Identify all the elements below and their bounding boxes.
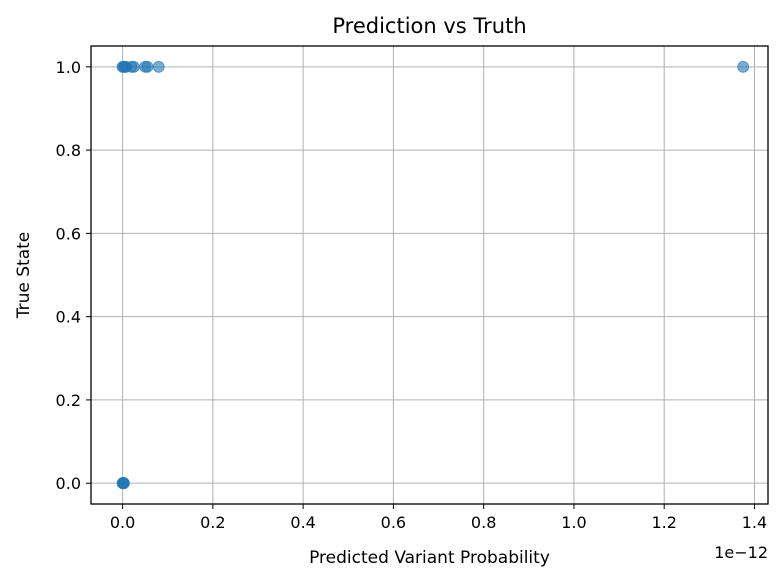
x-tick-label: 0.6 bbox=[381, 513, 406, 532]
plot-frame bbox=[90, 45, 769, 505]
y-tick-label: 0.8 bbox=[56, 141, 81, 160]
x-tick-label: 1.4 bbox=[742, 513, 767, 532]
chart-title: Prediction vs Truth bbox=[332, 14, 526, 38]
data-point bbox=[737, 60, 750, 73]
data-point bbox=[141, 60, 154, 73]
data-point bbox=[117, 477, 130, 490]
y-axis-label: True State bbox=[14, 232, 34, 320]
x-tick-label: 0.4 bbox=[290, 513, 315, 532]
y-tick-label: 0.0 bbox=[56, 474, 81, 493]
y-tick-label: 1.0 bbox=[56, 58, 81, 77]
x-tick-label: 1.2 bbox=[651, 513, 676, 532]
x-axis-label: Predicted Variant Probability bbox=[309, 548, 550, 568]
x-tick-label: 0.2 bbox=[200, 513, 225, 532]
x-tick-label: 1.0 bbox=[561, 513, 586, 532]
grid bbox=[91, 46, 768, 504]
data-point bbox=[127, 60, 140, 73]
y-axis-ticks: 0.0 0.2 0.4 0.6 0.8 1.0 bbox=[56, 58, 91, 493]
y-tick-label: 0.4 bbox=[56, 308, 81, 327]
x-axis-offset-label: 1e−12 bbox=[714, 543, 768, 562]
y-tick-label: 0.6 bbox=[56, 224, 81, 243]
y-tick-label: 0.2 bbox=[56, 391, 81, 410]
x-tick-label: 0.0 bbox=[110, 513, 135, 532]
data-points bbox=[116, 60, 750, 490]
data-point bbox=[152, 60, 165, 73]
x-tick-label: 0.8 bbox=[471, 513, 496, 532]
x-axis-ticks: 0.0 0.2 0.4 0.6 0.8 1.0 1.2 1.4 bbox=[110, 504, 767, 532]
